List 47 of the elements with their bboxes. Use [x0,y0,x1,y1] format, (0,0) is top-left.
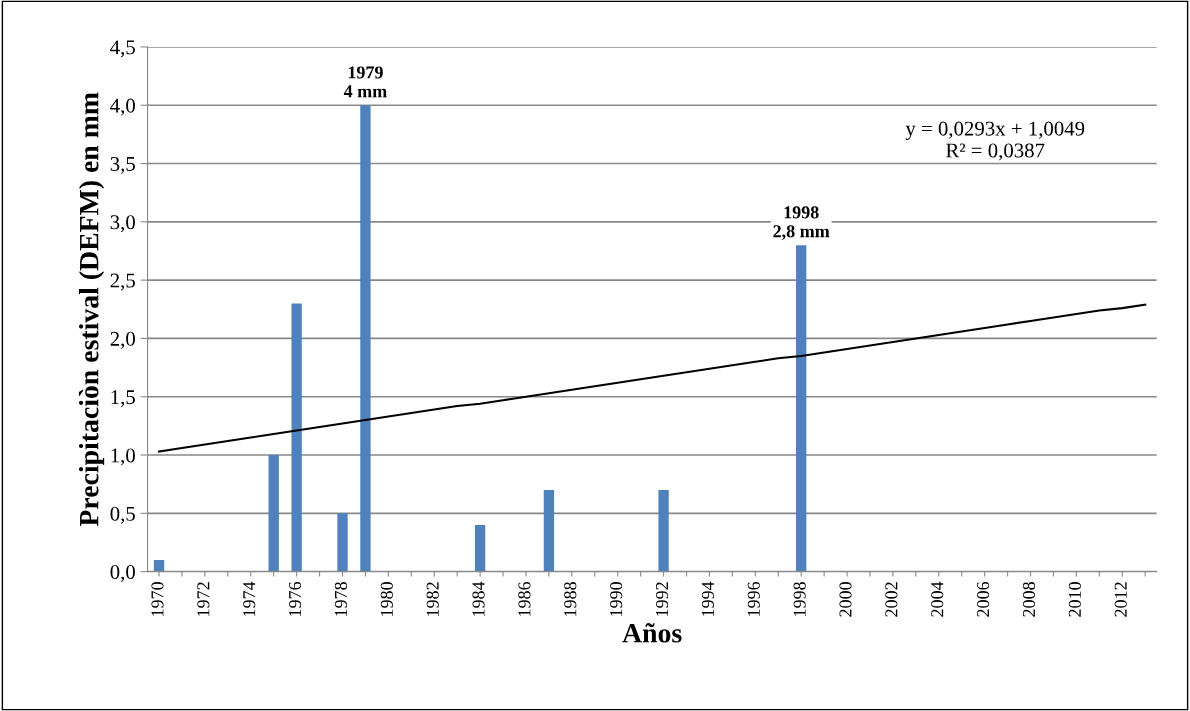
x-tick-label: 2000 [839,582,852,617]
data-label: 1979 4 mm [343,66,387,98]
y-tick-label: 3,5 [110,156,135,174]
x-tick-label: 1972 [197,582,210,616]
x-tick-label: 2004 [931,581,944,617]
y-tick-label: 0,5 [110,506,135,524]
x-tick-label: 2002 [885,582,898,617]
y-axis-title: Precipitaciòn estival (DEFM) en mm [78,92,105,527]
bar [337,513,348,572]
x-tick-label: 1992 [655,582,669,616]
bar [543,490,555,572]
x-tick-label: 1986 [518,581,531,616]
bar [291,303,302,572]
y-tick-label: 1,0 [111,448,135,466]
x-tick-label: 1990 [610,582,623,616]
x-tick-label: 1988 [564,582,577,616]
y-tick-label: 2,5 [110,273,135,291]
x-tick-label: 1980 [380,582,393,616]
y-tick-label: 4,5 [110,40,135,58]
y-tick-label: 3,0 [110,215,135,233]
x-tick-label: 2006 [977,581,990,617]
x-axis-title: Años [622,622,682,643]
y-tick-label: 0,0 [110,565,135,583]
line-series [157,303,1147,453]
bar [360,105,371,572]
bar [268,455,279,572]
x-tick-label: 2008 [1022,582,1036,617]
data-label: 1998 2,8 mm [773,206,830,240]
x-tick-label: 1970 [151,582,164,616]
x-tick-label: 1976 [289,581,302,616]
y-tick-label: 1,5 [111,390,135,408]
x-tick-label: 1984 [472,581,485,616]
x-tick-label: 1974 [243,581,256,616]
x-tick-label: 1998 [793,582,806,616]
y-tick-label: 2,0 [110,331,135,349]
bar [796,245,807,572]
x-tick-label: 1978 [334,582,348,616]
x-tick-label: 2012 [1114,582,1127,617]
bar [474,525,486,572]
x-tick-label: 1982 [426,582,439,616]
annotation: y = 0,0293x + 1,0049 R² = 0,0387 [905,121,1085,161]
x-tick-label: 2010 [1068,582,1081,617]
bar [658,490,669,572]
x-tick-label: 1994 [701,581,714,616]
x-tick-label: 1996 [747,581,760,616]
y-tick-label: 4,0 [110,98,135,116]
bar [153,559,165,572]
